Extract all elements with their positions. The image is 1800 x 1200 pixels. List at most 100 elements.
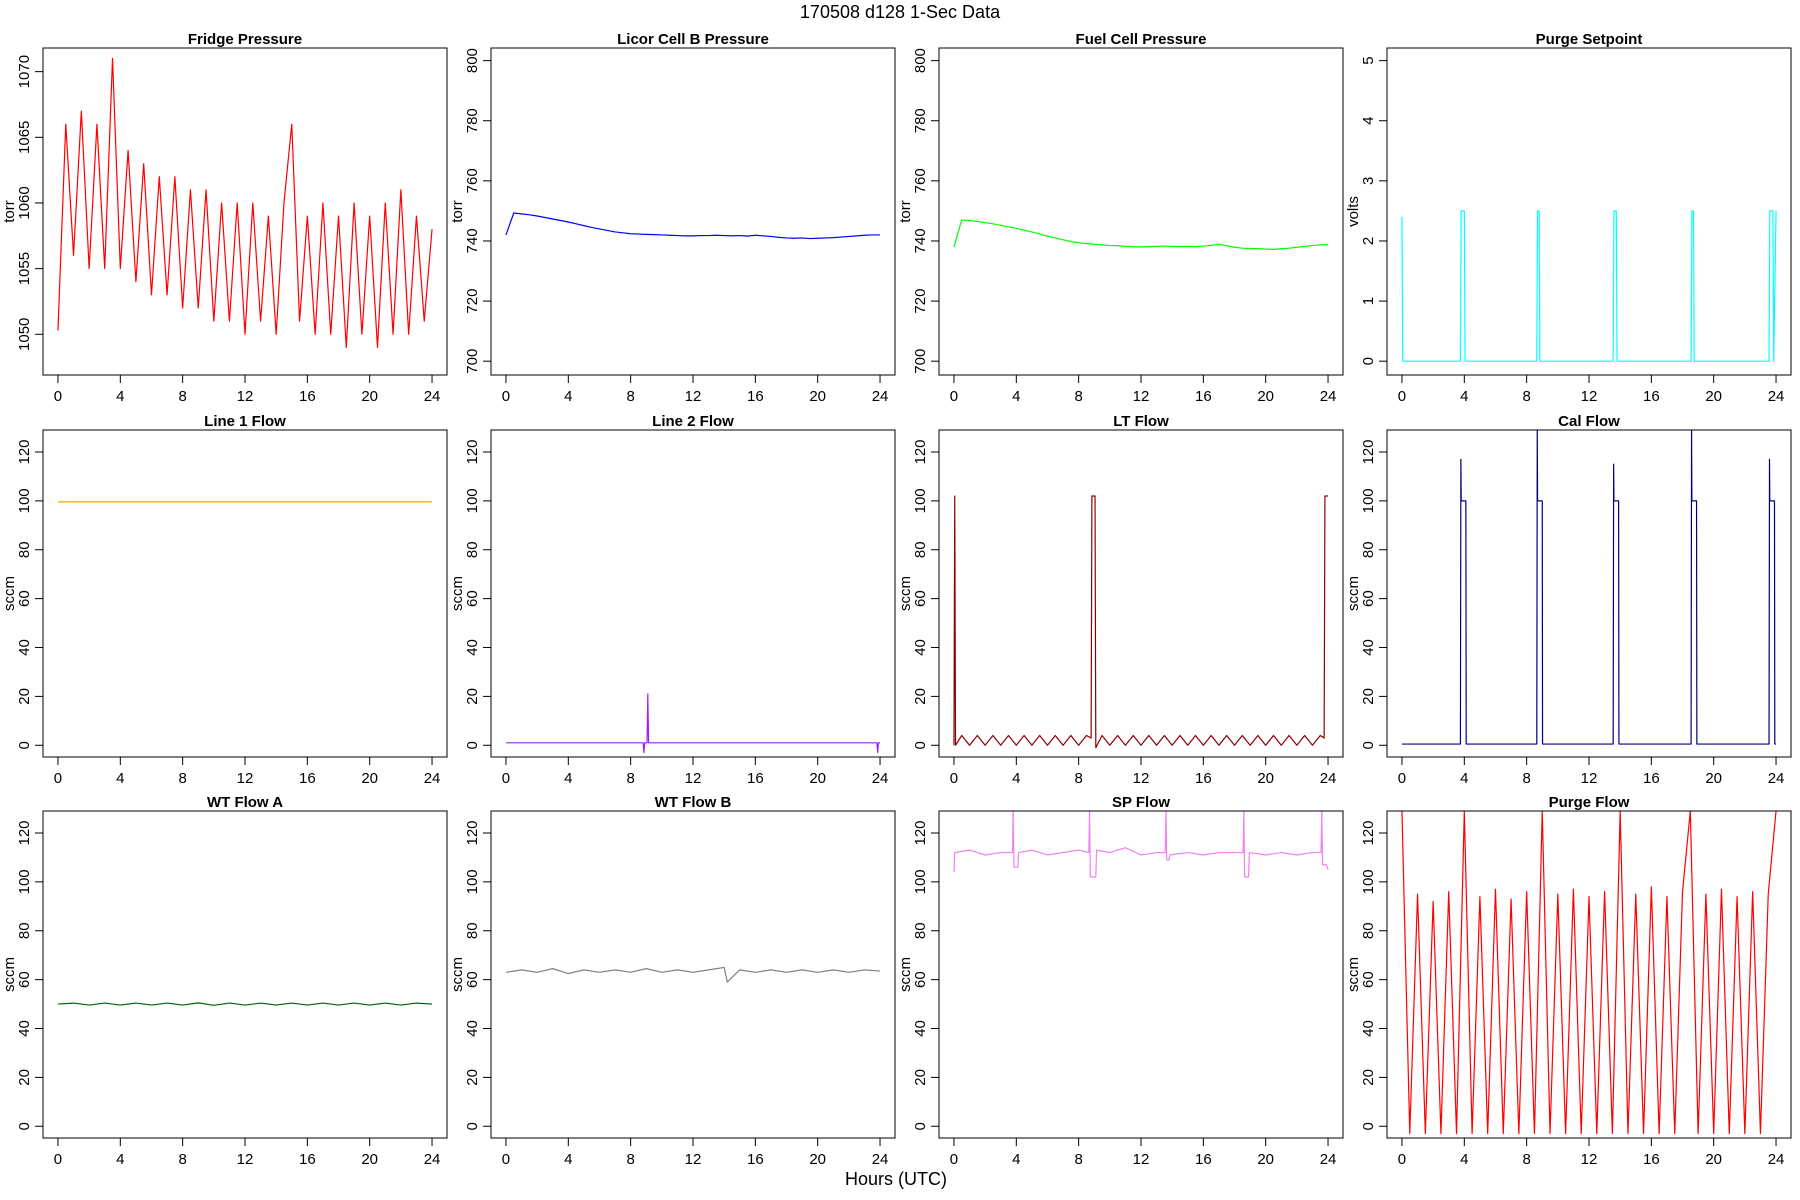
x-tick-label: 20 [1705,388,1722,405]
x-tick-label: 4 [1460,770,1468,787]
y-tick-label: 740 [464,228,481,253]
x-tick-label: 4 [1012,388,1020,405]
x-tick-label: 24 [1768,770,1785,787]
x-tick-label: 8 [178,770,186,787]
y-axis-label: sccm [897,957,914,992]
x-tick-label: 16 [299,1151,316,1168]
panel-title: LT Flow [1113,413,1169,430]
y-tick-label: 80 [16,922,33,939]
x-tick-label: 16 [299,388,316,405]
x-tick-label: 8 [1074,1151,1082,1168]
x-tick-label: 12 [685,770,702,787]
y-tick-label: 60 [1360,971,1377,988]
x-tick-label: 20 [809,770,826,787]
x-tick-label: 12 [1133,770,1150,787]
x-tick-label: 16 [747,770,764,787]
x-tick-label: 4 [564,770,572,787]
x-tick-label: 4 [1012,770,1020,787]
y-axis-label: sccm [1345,576,1362,611]
panel-title: SP Flow [1112,794,1170,811]
x-tick-label: 20 [361,770,378,787]
y-tick-label: 120 [1360,820,1377,845]
y-tick-label: 120 [16,820,33,845]
panel-title: Cal Flow [1558,413,1620,430]
x-tick-label: 0 [1398,770,1406,787]
y-tick-label: 20 [912,688,929,705]
x-tick-label: 0 [54,1151,62,1168]
x-tick-label: 12 [237,388,254,405]
y-tick-label: 5 [1360,56,1377,64]
y-tick-label: 700 [912,349,929,374]
plot-frame [490,429,896,758]
y-tick-label: 700 [464,349,481,374]
y-tick-label: 60 [464,590,481,607]
x-tick-label: 0 [950,770,958,787]
y-tick-label: 100 [912,869,929,894]
x-tick-label: 8 [1522,388,1530,405]
main-title: 170508 d128 1-Sec Data [800,2,1001,22]
y-tick-label: 1060 [16,186,33,219]
y-tick-label: 0 [16,741,33,749]
y-axis-label: sccm [1345,957,1362,992]
x-tick-label: 12 [1133,388,1150,405]
y-tick-label: 60 [464,971,481,988]
x-tick-label: 20 [1705,1151,1722,1168]
x-tick-label: 4 [1460,388,1468,405]
x-tick-label: 0 [54,770,62,787]
y-tick-label: 3 [1360,177,1377,185]
y-tick-label: 40 [16,1020,33,1037]
x-tick-label: 20 [1257,770,1274,787]
y-tick-label: 740 [912,228,929,253]
x-tick-label: 16 [299,770,316,787]
x-tick-label: 12 [1581,770,1598,787]
x-tick-label: 8 [626,388,634,405]
y-axis-label: sccm [449,576,466,611]
y-tick-label: 80 [464,922,481,939]
x-tick-label: 0 [1398,1151,1406,1168]
x-tick-label: 4 [116,770,124,787]
x-tick-label: 0 [502,1151,510,1168]
y-tick-label: 2 [1360,237,1377,245]
x-tick-label: 20 [809,1151,826,1168]
y-tick-label: 40 [1360,639,1377,656]
x-tick-label: 8 [178,388,186,405]
y-tick-label: 0 [1360,357,1377,365]
x-tick-label: 20 [1705,770,1722,787]
y-tick-label: 100 [464,488,481,513]
y-axis-label: torr [449,200,466,223]
x-tick-label: 12 [685,1151,702,1168]
x-tick-label: 24 [1768,1151,1785,1168]
y-tick-label: 80 [912,541,929,558]
x-tick-label: 24 [872,770,889,787]
y-tick-label: 760 [912,168,929,193]
y-axis-label: sccm [449,957,466,992]
y-tick-label: 40 [1360,1020,1377,1037]
plot-frame [938,810,1344,1139]
y-tick-label: 800 [912,48,929,73]
y-tick-label: 120 [912,439,929,464]
y-tick-label: 120 [16,439,33,464]
x-tick-label: 24 [424,1151,441,1168]
panel-title: WT Flow A [207,794,283,811]
x-tick-label: 12 [1133,1151,1150,1168]
y-tick-label: 0 [912,1122,929,1130]
x-tick-label: 16 [1195,388,1212,405]
panel-title: Fuel Cell Pressure [1076,31,1207,48]
y-tick-label: 780 [464,108,481,133]
y-tick-label: 760 [464,168,481,193]
x-tick-label: 16 [747,388,764,405]
panel-title: WT Flow B [655,794,732,811]
y-tick-label: 0 [16,1122,33,1130]
x-tick-label: 16 [1643,1151,1660,1168]
x-tick-label: 20 [361,1151,378,1168]
y-tick-label: 20 [464,688,481,705]
x-tick-label: 24 [1320,770,1337,787]
y-tick-label: 720 [464,289,481,314]
y-axis-label: torr [1,200,18,223]
data-line [1401,811,1777,1135]
y-tick-label: 60 [1360,590,1377,607]
plot-frame [1386,429,1792,758]
y-tick-label: 100 [16,869,33,894]
x-tick-label: 16 [1195,1151,1212,1168]
y-tick-label: 40 [464,1020,481,1037]
